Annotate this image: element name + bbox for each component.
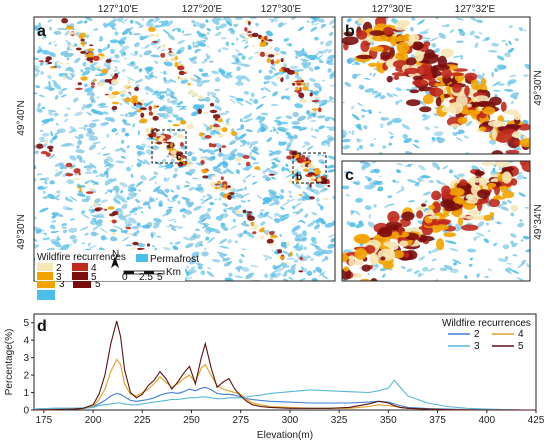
legend-label-3: 3: [59, 279, 65, 290]
chart-legend-title: Wildfire recurrences: [442, 318, 531, 329]
x-tick-label: 225: [134, 415, 151, 426]
legend-swatch-5: [73, 278, 91, 288]
lat-tick-inset-49-30: 49°30'N: [533, 70, 544, 105]
chart-panel-d: d 175 200 225 250 275 300 325 350 375 400 42501234…: [4, 313, 545, 441]
lon-tick-127-10: 127°10'E: [98, 4, 139, 15]
chart-legend-label-2: 2: [474, 329, 480, 340]
x-tick-label: 400: [478, 415, 495, 426]
map-legend-extras: [37, 290, 55, 300]
chart-legend-label-3: 3: [474, 341, 480, 352]
series-line-3: [33, 379, 536, 411]
x-tick-label: 325: [331, 415, 348, 426]
map-panel-c: c: [341, 160, 531, 282]
map-a-terrain-texture: [34, 17, 335, 281]
y-tick-label: 1: [23, 388, 29, 399]
inset-box-b: [292, 152, 327, 184]
lon-tick-inset-127-30: 127°30'E: [372, 4, 413, 15]
x-tick-label: 200: [85, 415, 102, 426]
chart-xlabel: Elevation(m): [257, 430, 313, 441]
chart-ylabel: Percentage(%): [4, 329, 15, 396]
panel-label-b: b: [345, 23, 355, 40]
map-b-texture: [342, 17, 530, 154]
y-tick-label: 3: [23, 353, 29, 364]
panel-label-c: c: [345, 167, 354, 184]
map-c-texture: [342, 161, 530, 281]
lon-tick-127-20: 127°20'E: [182, 4, 223, 15]
series-line-5: [33, 320, 536, 411]
y-tick-label: 0: [23, 406, 29, 417]
inset-box-c-label: c: [176, 152, 182, 163]
inset-box-b-label: b: [296, 172, 302, 183]
lat-tick-49-40: 49°40'N: [16, 100, 27, 135]
x-tick-label: 275: [232, 415, 249, 426]
y-tick-label: 5: [23, 318, 29, 329]
lon-tick-127-30: 127°30'E: [261, 4, 302, 15]
lon-tick-inset-127-32: 127°32'E: [455, 4, 496, 15]
x-tick-label: 425: [528, 415, 545, 426]
legend-label-5: 5: [95, 279, 101, 290]
legend-swatch-3: [37, 278, 55, 288]
map-panel-a: c b a Wildfire recurrences 2 4 3 5: [33, 16, 336, 290]
y-tick-label: 2: [23, 371, 29, 382]
inset-box-c: [151, 129, 187, 164]
x-tick-label: 300: [282, 415, 299, 426]
chart-legend: Wildfire recurrences 2 4 3 5: [442, 318, 531, 352]
panel-label-d: d: [37, 318, 47, 335]
chart-legend-label-5: 5: [518, 341, 524, 352]
series-line-2: [33, 386, 536, 411]
map-panel-b: b: [341, 16, 531, 155]
x-tick-label: 250: [183, 415, 200, 426]
x-tick-label: 350: [380, 415, 397, 426]
lat-tick-49-30: 49°30'N: [16, 214, 27, 249]
y-tick-label: 4: [23, 336, 29, 347]
lat-tick-inset-49-34: 49°34'N: [533, 204, 544, 239]
x-tick-label: 175: [35, 415, 52, 426]
map-legend-row2: [35, 253, 185, 281]
chart-legend-label-4: 4: [518, 329, 524, 340]
x-tick-label: 375: [429, 415, 446, 426]
panel-label-a: a: [37, 23, 46, 40]
